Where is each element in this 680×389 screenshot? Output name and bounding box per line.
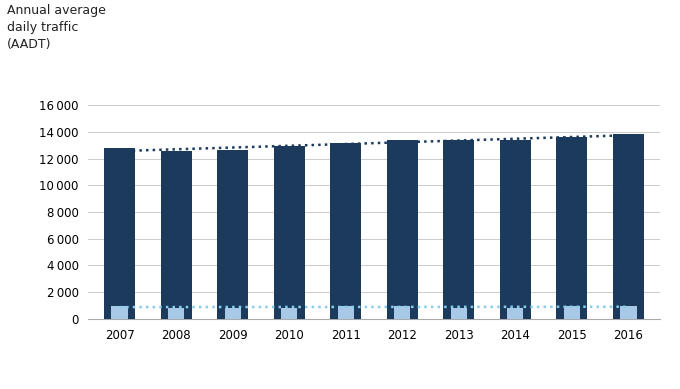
- Bar: [556, 137, 588, 319]
- Bar: [273, 146, 305, 319]
- Bar: [168, 308, 184, 319]
- Bar: [500, 140, 531, 319]
- Bar: [338, 306, 354, 319]
- Bar: [330, 143, 361, 319]
- Bar: [620, 306, 636, 319]
- Bar: [224, 308, 241, 319]
- Bar: [104, 149, 135, 319]
- Bar: [451, 308, 467, 319]
- Bar: [112, 306, 128, 319]
- Bar: [443, 140, 475, 319]
- Bar: [281, 308, 297, 319]
- Text: Annual average
daily traffic
(AADT): Annual average daily traffic (AADT): [7, 4, 105, 51]
- Bar: [394, 306, 410, 319]
- Bar: [507, 308, 524, 319]
- Bar: [160, 151, 192, 319]
- Bar: [613, 135, 644, 319]
- Bar: [217, 150, 248, 319]
- Bar: [564, 306, 580, 319]
- Bar: [387, 140, 418, 319]
